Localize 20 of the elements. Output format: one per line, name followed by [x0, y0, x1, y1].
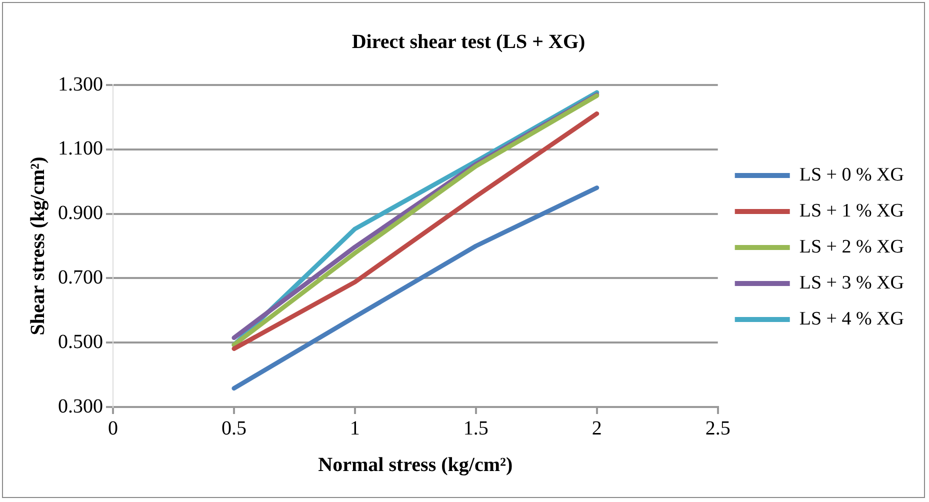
y-tick-label: 0.300	[58, 395, 103, 418]
legend-label: LS + 3 % XG	[799, 272, 904, 294]
y-tick-label: 1.300	[58, 73, 103, 96]
x-tick-label: 2	[592, 417, 602, 440]
x-tick-label: 1.5	[463, 417, 488, 440]
x-tick-label: 0.5	[221, 417, 246, 440]
legend-label: LS + 1 % XG	[799, 200, 904, 222]
y-tick-label: 0.500	[58, 330, 103, 353]
y-tick-label: 0.900	[58, 202, 103, 224]
chart-title: Direct shear test (LS + XG)	[352, 31, 586, 54]
x-tick-label: 1	[350, 417, 360, 440]
x-tick-label: 2.5	[705, 417, 730, 440]
legend-label: LS + 4 % XG	[799, 308, 904, 330]
y-axis-title: Shear stress (kg/cm²)	[27, 156, 50, 336]
legend-label: LS + 2 % XG	[799, 236, 904, 258]
legend-label: LS + 0 % XG	[799, 164, 904, 186]
x-axis-title: Normal stress (kg/cm²)	[318, 454, 513, 476]
y-tick-label: 1.100	[58, 138, 103, 160]
x-tick-label: 0	[108, 417, 118, 440]
y-tick-label: 0.700	[58, 266, 103, 288]
